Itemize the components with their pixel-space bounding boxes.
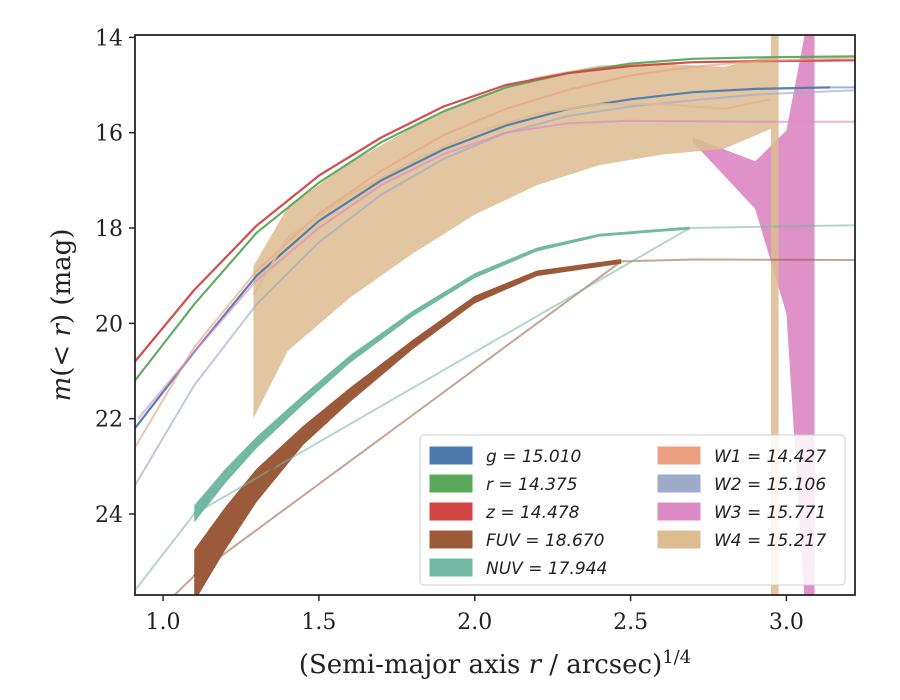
line-w1 [135,56,855,448]
y-tick-label: 20 [95,312,123,337]
legend-label-w2: W2 = 15.106 [714,475,826,495]
legend-label-nuv: NUV = 17.944 [486,559,607,579]
legend-swatch-w3 [657,502,701,521]
x-tick-label: 3.0 [769,610,804,635]
y-axis-ticks: 14 16 18 20 22 24 [95,26,135,528]
legend-swatch-z [429,502,473,521]
legend-swatch-w1 [657,446,701,465]
legend-swatch-g [429,446,473,465]
line-w4 [252,98,772,296]
line-w3 [137,119,855,420]
legend: g = 15.010 r = 14.375 z = 14.478 FUV = 18.6… [419,434,846,586]
series-lines [135,55,855,595]
line-z [135,59,855,363]
y-tick-label: 24 [95,503,123,528]
x-tick-label: 2.5 [613,610,648,635]
line-g [135,86,831,429]
line-fuv [193,260,622,577]
legend-label-r: r = 14.375 [486,475,578,495]
legend-swatch-fuv [429,530,473,549]
legend-label-w3: W3 = 15.771 [714,503,826,523]
line-r [135,55,855,382]
y-axis-label: m(< r) (mag) [47,229,77,402]
legend-swatch-w4 [657,530,701,549]
legend-swatch-w2 [657,474,701,493]
legend-swatch-r [429,474,473,493]
y-tick-label: 18 [95,217,123,242]
y-tick-label: 22 [95,408,123,433]
line-nuv [193,227,690,515]
plot-frame [134,34,856,596]
x-axis-label: (Semi-major axis r / arcsec)1/4 [299,647,691,680]
x-tick-label: 2.0 [457,610,492,635]
x-axis-ticks: 1.0 1.5 2.0 2.5 3.0 [146,595,804,635]
legend-label-w4: W4 = 15.217 [714,531,826,551]
extension-nuv [135,224,855,591]
y-tick-label: 14 [95,26,123,51]
line-w2 [135,89,855,486]
legend-label-fuv: FUV = 18.670 [486,531,604,551]
legend-label-g: g = 15.010 [486,447,581,467]
legend-label-z: z = 14.478 [485,503,580,523]
legend-swatch-nuv [429,558,473,577]
band-w3 [692,35,815,595]
legend-label-w1: W1 = 14.427 [714,447,826,467]
y-tick-label: 16 [95,122,123,147]
x-tick-label: 1.0 [146,610,181,635]
legend-box [419,434,846,586]
x-tick-label: 1.5 [301,610,336,635]
